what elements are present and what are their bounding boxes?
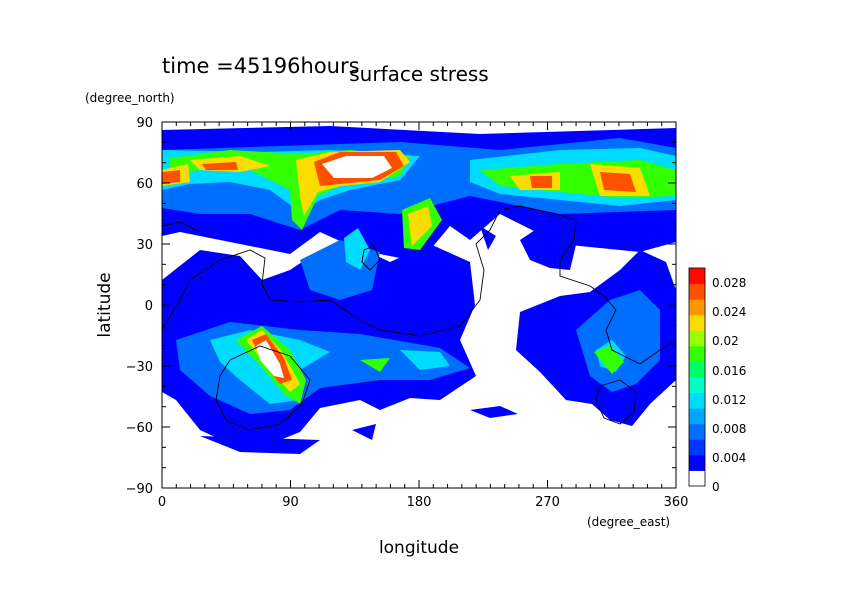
colorbar-swatch xyxy=(689,361,705,378)
colorbar-swatch xyxy=(689,377,705,394)
colorbar-swatch xyxy=(689,423,705,440)
colorbar-swatches xyxy=(689,268,705,487)
x-units-label: (degree_east) xyxy=(587,515,670,529)
x-tick-label: 360 xyxy=(664,495,689,510)
colorbar-swatch xyxy=(689,330,705,347)
x-tick-label: 270 xyxy=(535,495,560,510)
saturated-peak-regions xyxy=(256,156,392,378)
y-tick-label: 30 xyxy=(136,238,153,253)
x-axis-title: longitude xyxy=(379,538,459,558)
colorbar-swatch xyxy=(689,283,705,300)
time-label: time =45196hours xyxy=(162,54,360,78)
colorbar-swatch xyxy=(689,345,705,362)
y-tick-label: −60 xyxy=(126,421,153,436)
colorbar-frame xyxy=(688,267,706,487)
colorbar-label: 0 xyxy=(712,480,720,494)
colorbar-label: 0.016 xyxy=(712,364,746,378)
colorbar-label: 0.024 xyxy=(712,305,746,319)
x-tick-labels: 0 90 180 270 360 xyxy=(158,495,689,510)
y-tick-label: 90 xyxy=(136,116,153,131)
colorbar-swatch xyxy=(689,299,705,316)
colorbar-label: 0.008 xyxy=(712,422,746,436)
colorbar-labels: 0.028 0.024 0.02 0.016 0.012 0.008 0.004… xyxy=(712,276,746,494)
axis-ticks xyxy=(161,121,677,489)
colorbar-swatch xyxy=(689,268,705,285)
colorbar-swatch xyxy=(689,314,705,331)
y-tick-label: 60 xyxy=(136,177,153,192)
colorbar-label: 0.02 xyxy=(712,334,739,348)
coastlines xyxy=(162,205,676,431)
y-tick-label: −90 xyxy=(126,482,153,497)
x-tick-label: 0 xyxy=(158,495,166,510)
colorbar-label: 0.028 xyxy=(712,276,746,290)
y-tick-label: −30 xyxy=(126,360,153,375)
y-tick-label: 0 xyxy=(145,299,153,314)
colorbar-label: 0.004 xyxy=(712,451,746,465)
colorbar-swatch xyxy=(689,470,705,487)
colorbar-swatch xyxy=(689,439,705,456)
y-units-label: (degree_north) xyxy=(85,91,175,105)
colorbar-swatch xyxy=(689,454,705,471)
stress-field xyxy=(162,122,676,488)
colorbar-label: 0.012 xyxy=(712,393,746,407)
x-tick-label: 180 xyxy=(407,495,432,510)
y-tick-labels: 90 60 30 0 −30 −60 −90 xyxy=(126,116,153,497)
colorbar: 0.028 0.024 0.02 0.016 0.012 0.008 0.004… xyxy=(688,267,746,494)
x-tick-label: 90 xyxy=(282,495,299,510)
y-axis-title: latitude xyxy=(95,272,115,337)
colorbar-swatch xyxy=(689,408,705,425)
chart-title: surface stress xyxy=(349,62,488,86)
colorbar-swatch xyxy=(689,392,705,409)
